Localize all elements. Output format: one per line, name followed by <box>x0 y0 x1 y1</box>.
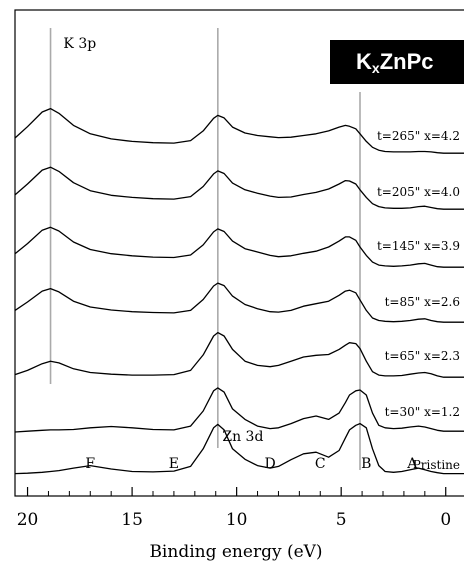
spectrum-curve <box>14 331 464 378</box>
x-axis-ticks: 20 15 10 5 0 <box>17 487 451 530</box>
spectrum-label: t=265" x=4.2 <box>377 129 460 143</box>
peak-label: A <box>406 456 418 472</box>
spectrum-curve <box>14 166 464 210</box>
x-tick-label: 15 <box>121 510 143 530</box>
x-tick-label: 20 <box>17 510 39 530</box>
x-tick-label: 5 <box>336 510 347 530</box>
spectrum-label: t=205" x=4.0 <box>377 185 460 199</box>
peak-label: D <box>264 456 275 472</box>
peak-label: K 3p <box>63 36 96 52</box>
peak-label: Zn 3d <box>222 429 263 445</box>
title-part-a: K <box>356 49 372 74</box>
title-subscript: x <box>371 60 380 76</box>
peak-label: B <box>361 456 371 472</box>
chart-title-box: KxZnPc <box>330 40 464 84</box>
reference-lines <box>49 28 361 470</box>
spectrum-label: Pristine <box>413 458 460 472</box>
spectrum-curve <box>14 422 464 475</box>
title-part-b: ZnPc <box>379 49 434 74</box>
spectrum-label: t=65" x=2.3 <box>385 349 460 363</box>
spectrum-label: t=30" x=1.2 <box>385 405 460 419</box>
spectrum-curve <box>14 107 464 154</box>
x-tick-label: 10 <box>226 510 248 530</box>
peak-labels: K 3p Zn 3d F E D C B A <box>63 36 418 472</box>
spectrum-curve <box>14 282 464 323</box>
spectrum-curve <box>14 226 464 268</box>
x-axis-title: Binding energy (eV) <box>149 542 322 562</box>
peak-label: F <box>85 456 95 472</box>
peak-label: C <box>315 456 326 472</box>
spectrum-label: t=85" x=2.6 <box>385 295 460 309</box>
spectra-curves <box>14 107 464 475</box>
x-tick-label: 0 <box>440 510 451 530</box>
spectrum-label: t=145" x=3.9 <box>377 239 460 253</box>
spectra-labels: t=265" x=4.2 t=205" x=4.0 t=145" x=3.9 t=85… <box>377 129 460 472</box>
spectrum-curve <box>14 387 464 433</box>
peak-label: E <box>169 456 179 472</box>
